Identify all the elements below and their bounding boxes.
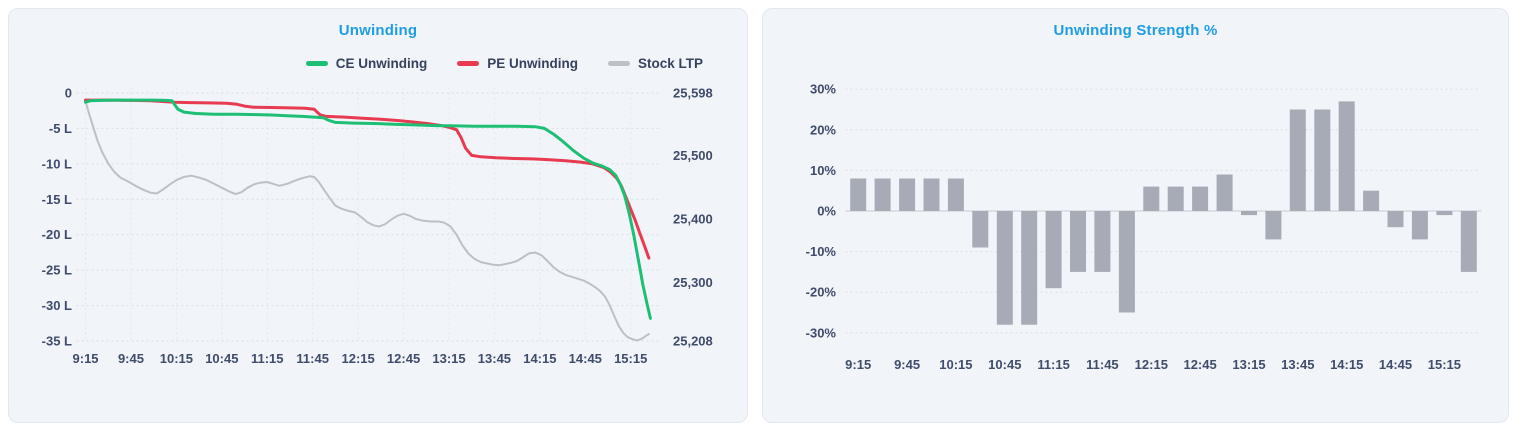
right-axis-label: 25,500: [673, 148, 713, 163]
strength-bar: [1070, 211, 1086, 272]
x-axis-label: 11:45: [1086, 357, 1119, 372]
strength-bar: [1216, 174, 1233, 211]
left-axis-label: -20 L: [42, 227, 72, 242]
left-axis-label: -35 L: [42, 334, 72, 349]
x-axis-label: 15:15: [1428, 357, 1461, 372]
strength-bar: [1436, 211, 1453, 216]
strength-bar: [1094, 211, 1111, 272]
unwinding-line-chart: 9:15 9:45 10:15 10:45 11:15 11:45 12:15 12:45 13…: [42, 86, 713, 367]
left-axis-label: 0: [65, 86, 72, 101]
y-axis-label: 10%: [810, 163, 836, 178]
strength-bar: [1241, 211, 1257, 216]
strength-bar: [1192, 186, 1209, 211]
left-axis-label: -10 L: [42, 156, 72, 171]
strength-bar: [1387, 211, 1404, 228]
right-axis-label: 25,208: [673, 334, 713, 349]
y-axis-label: 20%: [810, 122, 836, 137]
strength-bar: [1118, 211, 1135, 313]
x-axis-label: 9:45: [894, 357, 920, 372]
strength-bar: [1045, 211, 1062, 289]
x-axis-label: 14:15: [1330, 357, 1363, 372]
x-axis-label: 10:15: [160, 351, 193, 366]
x-axis-label: 10:45: [205, 351, 238, 366]
left-axis-label: -25 L: [42, 263, 72, 278]
unwinding-chart-title: Unwinding: [338, 22, 418, 39]
x-axis-label: 13:15: [1232, 357, 1265, 372]
y-axis-label: -30%: [806, 325, 837, 340]
legend-item-stock-ltp[interactable]: Stock LTP: [607, 55, 703, 71]
x-axis-label: 14:45: [569, 351, 602, 366]
y-axis-label: 30%: [810, 82, 836, 97]
x-axis-label: 9:45: [118, 351, 144, 366]
x-axis-label: 14:45: [1379, 357, 1412, 372]
strength-bar: [972, 211, 989, 248]
unwinding-panel: Unwinding CE Unwinding PE Unwinding Stoc…: [8, 8, 748, 423]
x-axis-label: 12:15: [342, 351, 375, 366]
x-axis-label: 11:15: [1037, 357, 1070, 372]
strength-bar: [1460, 211, 1477, 272]
left-axis-label: -30 L: [42, 298, 72, 313]
x-axis-label: 9:15: [73, 351, 99, 366]
legend-item-pe-unwinding[interactable]: PE Unwinding: [457, 56, 578, 71]
right-axis-label: 25,400: [673, 211, 713, 226]
right-axis-label: 25,300: [673, 275, 713, 290]
unwinding-strength-chart-title: Unwinding Strength %: [1053, 22, 1218, 39]
unwinding-strength-bar-chart: 30% 20% 10% 0% -10% -20% -30% 9:15 9:45 10:15 10:4…: [806, 82, 1482, 372]
strength-bar: [1338, 101, 1355, 211]
x-axis-label: 13:45: [478, 351, 511, 366]
strength-bar: [1143, 186, 1160, 211]
legend: CE Unwinding PE Unwinding Stock LTP: [9, 54, 747, 72]
strength-bar: [850, 178, 867, 211]
strength-bar: [1021, 211, 1038, 325]
x-axis-label: 13:15: [432, 351, 465, 366]
stock-ltp-legend-label: Stock LTP: [637, 55, 703, 71]
pe-unwinding-swatch-icon: [457, 60, 480, 66]
ce-unwinding-legend-label: CE Unwinding: [335, 55, 428, 71]
left-axis-label: -5 L: [49, 121, 72, 136]
ce-unwinding-line: [84, 98, 652, 320]
strength-bar: [996, 211, 1013, 325]
y-axis-label: 0%: [817, 204, 836, 219]
x-axis-label: 15:15: [614, 351, 647, 366]
stock-ltp-swatch-icon: [607, 60, 630, 66]
strength-bar: [899, 178, 916, 211]
pe-unwinding-legend-label: PE Unwinding: [487, 55, 578, 71]
strength-bar: [874, 178, 891, 211]
x-axis-label: 12:15: [1135, 357, 1168, 372]
strength-bar: [1265, 211, 1282, 240]
strength-bar: [947, 178, 964, 211]
x-axis-label: 9:15: [845, 357, 871, 372]
x-axis-label: 14:15: [523, 351, 556, 366]
stock-ltp-line: [84, 100, 650, 342]
unwinding-strength-panel: Unwinding Strength % 30% 20% 10% 0% -10% -20%…: [762, 8, 1509, 423]
x-axis-label: 11:45: [296, 351, 329, 366]
right-axis-label: 25,598: [673, 86, 713, 101]
legend-item-ce-unwinding[interactable]: CE Unwinding: [305, 55, 428, 71]
ce-unwinding-swatch-icon: [305, 60, 328, 66]
strength-bar: [1289, 109, 1306, 211]
x-axis-label: 10:45: [988, 357, 1021, 372]
y-axis-label: -20%: [806, 285, 837, 300]
left-axis-label: -15 L: [42, 192, 72, 207]
strength-bar: [1363, 190, 1380, 211]
x-axis-label: 12:45: [387, 351, 420, 366]
x-axis-label: 12:45: [1183, 357, 1216, 372]
x-axis-label: 11:15: [251, 351, 284, 366]
strength-bar: [923, 178, 940, 211]
x-axis-label: 13:45: [1281, 357, 1314, 372]
strength-bar: [1167, 186, 1184, 211]
strength-bar: [1411, 211, 1428, 240]
y-axis-label: -10%: [806, 244, 837, 259]
x-axis-label: 10:15: [939, 357, 972, 372]
strength-bar: [1314, 109, 1331, 211]
